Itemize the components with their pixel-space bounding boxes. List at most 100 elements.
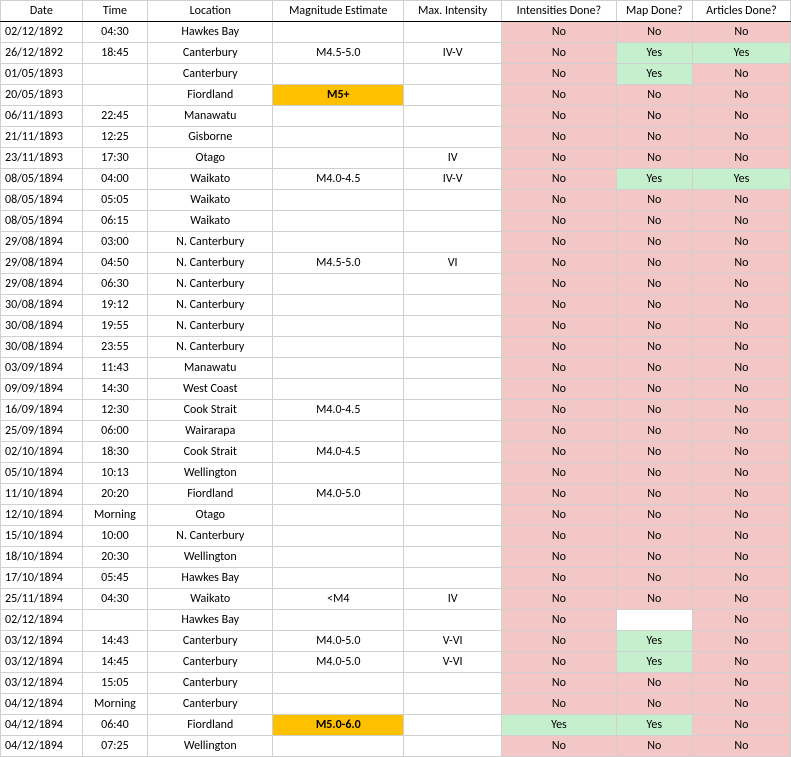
cell-date: 26/12/1892 <box>1 43 83 64</box>
cell-articles-done: No <box>692 568 790 589</box>
cell-articles-done: No <box>692 547 790 568</box>
cell-articles-done: No <box>692 694 790 715</box>
cell-magnitude <box>273 610 404 631</box>
cell-time: 06:00 <box>82 421 147 442</box>
cell-date: 15/10/1894 <box>1 526 83 547</box>
cell-date: 12/10/1894 <box>1 505 83 526</box>
cell-magnitude: M5+ <box>273 85 404 106</box>
cell-time: 05:45 <box>82 568 147 589</box>
cell-intensities-done: No <box>502 442 616 463</box>
cell-time: 06:30 <box>82 274 147 295</box>
header-magnitude: Magnitude Estimate <box>273 1 404 22</box>
cell-time: 22:45 <box>82 106 147 127</box>
cell-time: 12:25 <box>82 127 147 148</box>
table-row: 08/05/189405:05WaikatoNoNoNo <box>1 190 791 211</box>
cell-intensities-done: No <box>502 610 616 631</box>
cell-intensities-done: No <box>502 190 616 211</box>
cell-intensity <box>404 85 502 106</box>
table-row: 11/10/189420:20FiordlandM4.0-5.0NoNoNo <box>1 484 791 505</box>
cell-intensity <box>404 442 502 463</box>
cell-location: N. Canterbury <box>148 274 273 295</box>
cell-magnitude: <M4 <box>273 589 404 610</box>
cell-location: N. Canterbury <box>148 337 273 358</box>
cell-time: 05:05 <box>82 190 147 211</box>
cell-map-done: No <box>616 736 692 757</box>
cell-magnitude <box>273 211 404 232</box>
cell-intensity <box>404 694 502 715</box>
table-row: 03/09/189411:43ManawatuNoNoNo <box>1 358 791 379</box>
cell-intensity <box>404 526 502 547</box>
cell-intensity <box>404 505 502 526</box>
cell-date: 02/10/1894 <box>1 442 83 463</box>
cell-location: Canterbury <box>148 631 273 652</box>
cell-articles-done: No <box>692 379 790 400</box>
cell-time: 07:25 <box>82 736 147 757</box>
cell-intensity <box>404 400 502 421</box>
cell-intensities-done: No <box>502 316 616 337</box>
cell-map-done: No <box>616 274 692 295</box>
cell-date: 11/10/1894 <box>1 484 83 505</box>
cell-time <box>82 85 147 106</box>
cell-map-done: No <box>616 106 692 127</box>
cell-intensity <box>404 568 502 589</box>
cell-magnitude <box>273 505 404 526</box>
cell-date: 04/12/1894 <box>1 694 83 715</box>
cell-date: 25/11/1894 <box>1 589 83 610</box>
cell-magnitude <box>273 526 404 547</box>
cell-date: 29/08/1894 <box>1 274 83 295</box>
cell-location: Wellington <box>148 736 273 757</box>
cell-location: Cook Strait <box>148 400 273 421</box>
cell-date: 02/12/1894 <box>1 610 83 631</box>
table-row: 02/12/1894Hawkes BayNoNo <box>1 610 791 631</box>
cell-time: Morning <box>82 505 147 526</box>
cell-map-done: No <box>616 547 692 568</box>
cell-date: 30/08/1894 <box>1 316 83 337</box>
cell-intensities-done: No <box>502 274 616 295</box>
cell-time: 14:30 <box>82 379 147 400</box>
cell-time: 06:40 <box>82 715 147 736</box>
cell-magnitude <box>273 463 404 484</box>
cell-intensity: IV <box>404 589 502 610</box>
cell-intensity <box>404 127 502 148</box>
cell-magnitude: M4.5-5.0 <box>273 253 404 274</box>
cell-time: 14:43 <box>82 631 147 652</box>
cell-map-done: No <box>616 85 692 106</box>
cell-map-done: Yes <box>616 43 692 64</box>
cell-magnitude <box>273 22 404 43</box>
table-row: 09/09/189414:30West CoastNoNoNo <box>1 379 791 400</box>
cell-articles-done: No <box>692 505 790 526</box>
cell-map-done: No <box>616 589 692 610</box>
table-row: 03/12/189414:45CanterburyM4.0-5.0V-VINoY… <box>1 652 791 673</box>
cell-location: Waikato <box>148 190 273 211</box>
cell-location: N. Canterbury <box>148 253 273 274</box>
cell-time: 17:30 <box>82 148 147 169</box>
cell-location: Hawkes Bay <box>148 610 273 631</box>
table-row: 08/05/189406:15WaikatoNoNoNo <box>1 211 791 232</box>
cell-magnitude: M4.0-5.0 <box>273 631 404 652</box>
cell-date: 02/12/1892 <box>1 22 83 43</box>
table-row: 04/12/189407:25WellingtonNoNoNo <box>1 736 791 757</box>
cell-magnitude <box>273 358 404 379</box>
cell-location: Waikato <box>148 169 273 190</box>
cell-magnitude: M4.0-5.0 <box>273 484 404 505</box>
cell-intensities-done: No <box>502 589 616 610</box>
header-time: Time <box>82 1 147 22</box>
cell-map-done: No <box>616 442 692 463</box>
cell-intensities-done: No <box>502 547 616 568</box>
cell-magnitude <box>273 673 404 694</box>
cell-magnitude: M4.0-4.5 <box>273 442 404 463</box>
cell-intensities-done: No <box>502 673 616 694</box>
table-row: 15/10/189410:00N. CanterburyNoNoNo <box>1 526 791 547</box>
cell-intensities-done: No <box>502 337 616 358</box>
cell-time: 04:00 <box>82 169 147 190</box>
cell-intensity <box>404 106 502 127</box>
cell-location: Gisborne <box>148 127 273 148</box>
table-row: 26/12/189218:45CanterburyM4.5-5.0IV-VNoY… <box>1 43 791 64</box>
cell-articles-done: No <box>692 484 790 505</box>
cell-intensity: IV-V <box>404 169 502 190</box>
cell-map-done: No <box>616 358 692 379</box>
cell-time: 20:30 <box>82 547 147 568</box>
cell-location: Wellington <box>148 463 273 484</box>
cell-map-done: Yes <box>616 631 692 652</box>
cell-intensities-done: No <box>502 421 616 442</box>
